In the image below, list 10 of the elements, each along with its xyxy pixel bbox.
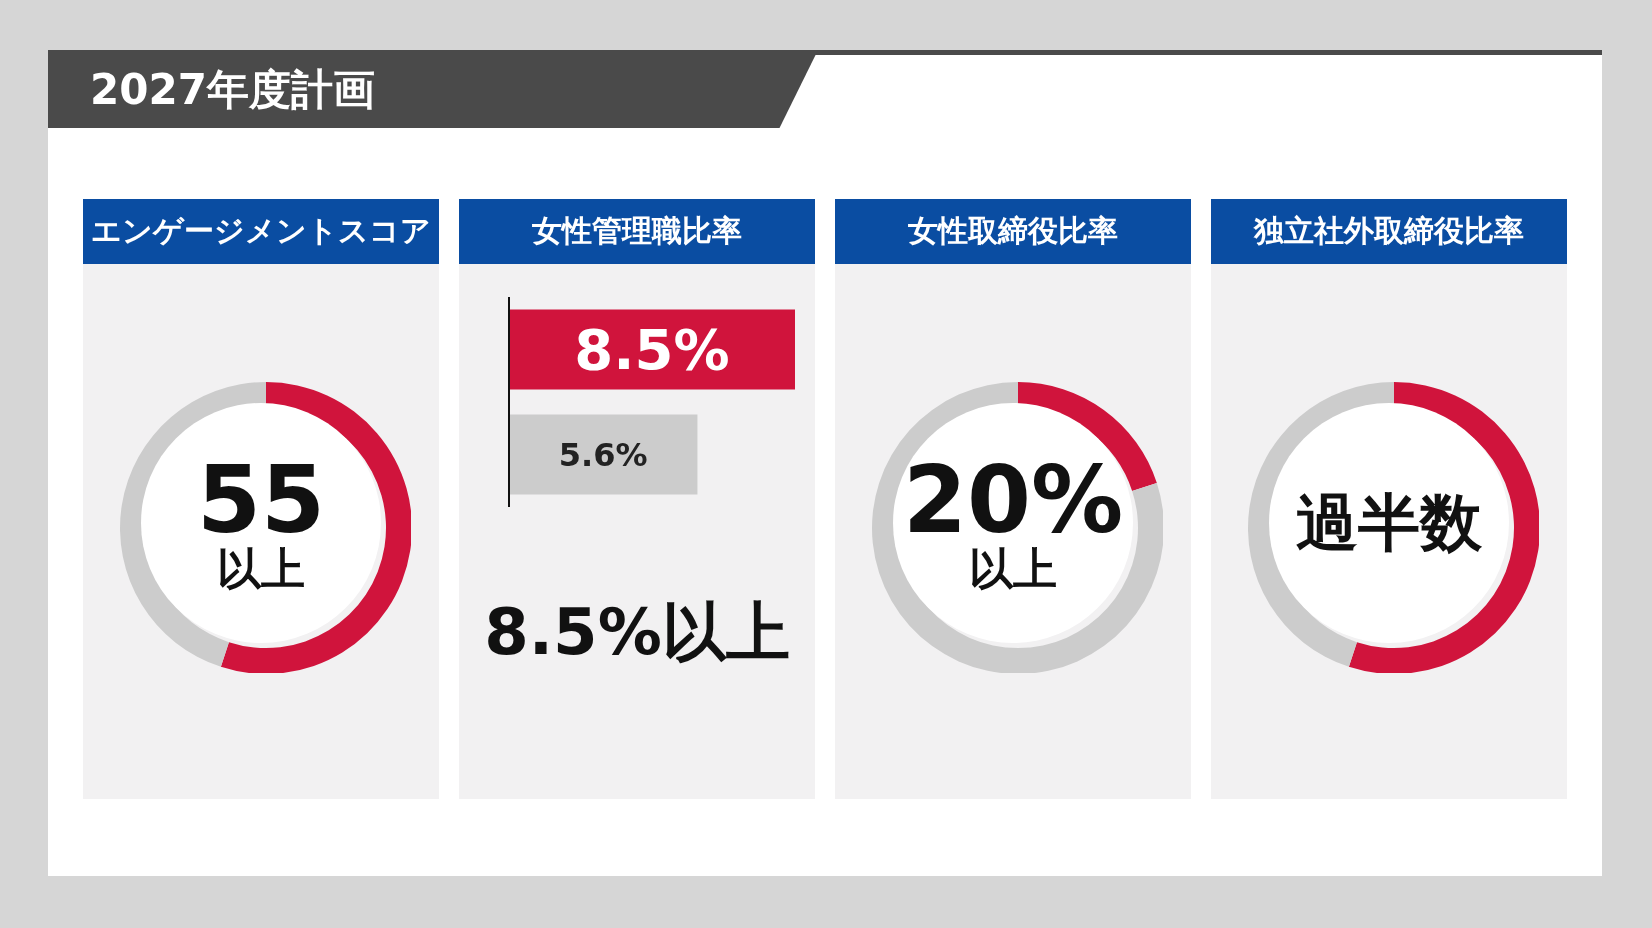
chart-title: 女性管理職比率 <box>459 199 815 264</box>
chart-title: エンゲージメントスコア <box>83 199 439 264</box>
chart-title: 独立社外取締役比率 <box>1211 199 1567 264</box>
text: 過半数 <box>1296 486 1482 559</box>
chart-title: 女性取締役比率 <box>835 199 1191 264</box>
donut-slice <box>872 382 1163 673</box>
data-label: 8.5% <box>574 317 730 383</box>
data-label: 5.6% <box>558 435 648 474</box>
text: 8.5%以上 <box>483 594 791 671</box>
text: 2027年度計画 <box>90 64 375 116</box>
